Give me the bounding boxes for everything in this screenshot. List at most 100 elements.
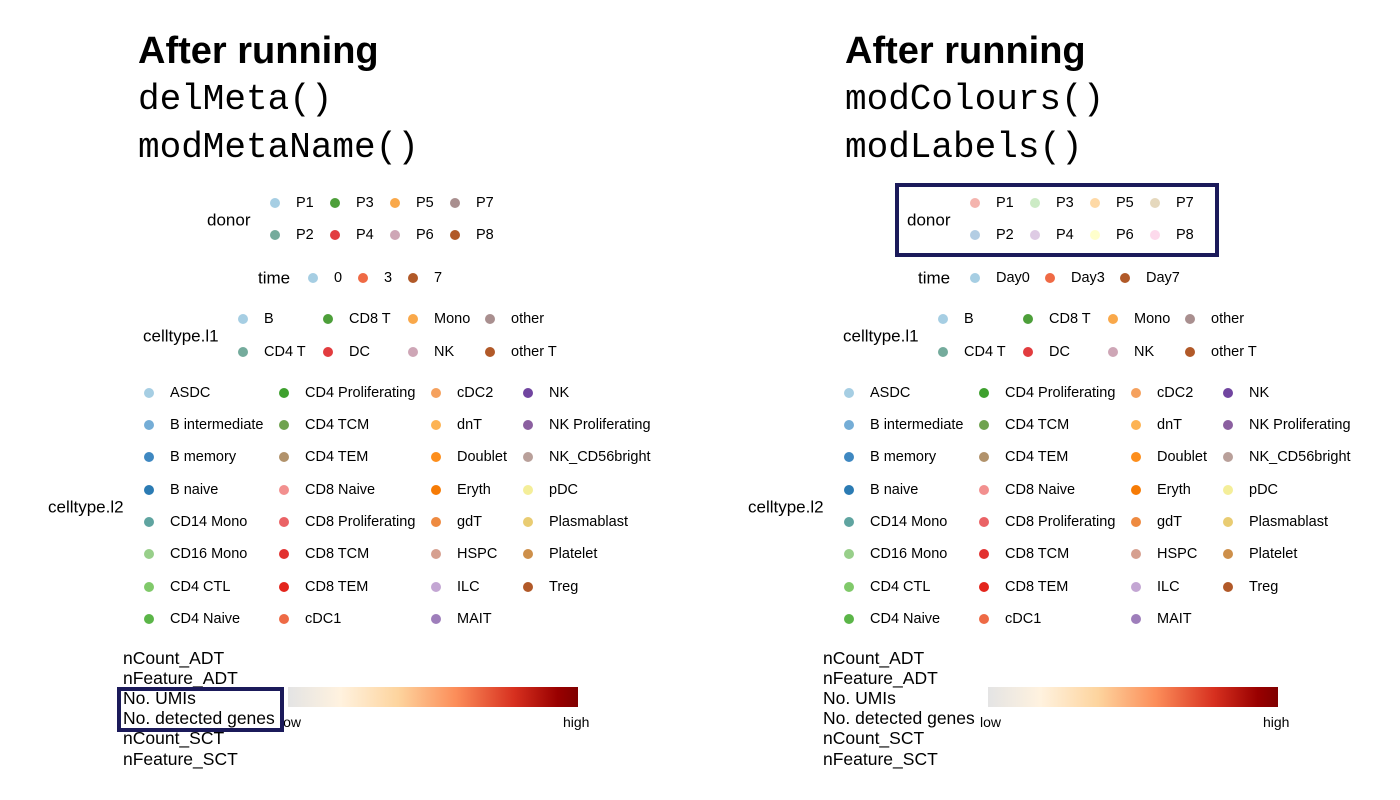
legend-dot-icon xyxy=(270,198,280,208)
legend-dot-icon xyxy=(1131,582,1141,592)
code-line-2: modMetaName() xyxy=(138,127,419,168)
legend-dot-icon xyxy=(408,273,418,283)
legend-item-label: Doublet xyxy=(1157,449,1207,465)
legend-item-label: pDC xyxy=(549,482,579,498)
legend-item-label: CD4 Proliferating xyxy=(1005,385,1116,401)
code-line-2: modLabels() xyxy=(845,127,1083,168)
donor-legend-title: donor xyxy=(907,210,951,230)
legend-item-label: P6 xyxy=(416,227,434,243)
legend-dot-icon xyxy=(144,517,154,527)
legend-dot-icon xyxy=(279,614,289,624)
legend-item-label: NK_CD56bright xyxy=(1249,449,1351,465)
continuous-label: nCount_SCT xyxy=(823,728,925,748)
legend-dot-icon xyxy=(431,452,441,462)
legend-dot-icon xyxy=(431,388,441,398)
legend-item-label: HSPC xyxy=(457,546,498,562)
legend-dot-icon xyxy=(523,485,533,495)
legend-item-label: P2 xyxy=(996,227,1014,243)
legend-dot-icon xyxy=(450,230,460,240)
legend-dot-icon xyxy=(1131,485,1141,495)
legend-item-label: Day0 xyxy=(996,270,1030,286)
legend-dot-icon xyxy=(1223,388,1233,398)
legend-item-label: ASDC xyxy=(870,385,911,401)
panel-right: After running modColours() modLabels() d… xyxy=(700,0,1400,800)
legend-dot-icon xyxy=(1023,347,1033,357)
legend-dot-icon xyxy=(1131,549,1141,559)
legend-item-label: B xyxy=(264,311,274,327)
legend-dot-icon xyxy=(431,420,441,430)
legend-dot-icon xyxy=(1030,198,1040,208)
legend-item-label: ASDC xyxy=(170,385,211,401)
continuous-label: nCount_SCT xyxy=(123,728,225,748)
legend-dot-icon xyxy=(1090,198,1100,208)
gradient-high-label: high xyxy=(1263,714,1290,730)
legend-item-label: other xyxy=(511,311,545,327)
time-legend-title: time xyxy=(258,268,291,288)
legend-dot-icon xyxy=(979,388,989,398)
legend-dot-icon xyxy=(485,314,495,324)
legend-item-label: P5 xyxy=(1116,195,1134,211)
legend-dot-icon xyxy=(358,273,368,283)
legend-dot-icon xyxy=(238,314,248,324)
legend-item-label: 0 xyxy=(334,270,343,286)
legend-dot-icon xyxy=(844,485,854,495)
legend-item-label: P4 xyxy=(1056,227,1074,243)
legend-dot-icon xyxy=(979,517,989,527)
legend-item-label: DC xyxy=(1049,344,1070,360)
legend-dot-icon xyxy=(1023,314,1033,324)
legend-item-label: CD4 Naive xyxy=(170,611,241,627)
legend-dot-icon xyxy=(1131,452,1141,462)
legend-dot-icon xyxy=(979,452,989,462)
legend-dot-icon xyxy=(844,452,854,462)
legend-item-label: CD8 Proliferating xyxy=(1005,514,1116,530)
legend-dot-icon xyxy=(270,230,280,240)
legend-dot-icon xyxy=(1131,388,1141,398)
code-line-1: modColours() xyxy=(845,79,1105,120)
legend-item-label: B naive xyxy=(870,482,919,498)
legend-dot-icon xyxy=(970,230,980,240)
legend-item-label: Eryth xyxy=(457,482,491,498)
legend-dot-icon xyxy=(970,198,980,208)
legend-dot-icon xyxy=(844,582,854,592)
legend-dot-icon xyxy=(408,314,418,324)
legend-item-label: 3 xyxy=(384,270,393,286)
legend-item-label: CD4 TEM xyxy=(1005,449,1069,465)
legend-dot-icon xyxy=(1030,230,1040,240)
continuous-label: nFeature_ADT xyxy=(123,668,238,688)
legend-item-label: CD4 TCM xyxy=(1005,417,1070,433)
legend-dot-icon xyxy=(144,452,154,462)
legend-item-label: other xyxy=(1211,311,1245,327)
legend-dot-icon xyxy=(144,420,154,430)
legend-item-label: B memory xyxy=(870,449,937,465)
legend-dot-icon xyxy=(1120,273,1130,283)
legend-item-label: CD8 Naive xyxy=(305,482,376,498)
continuous-label: nFeature_SCT xyxy=(123,749,238,769)
legend-item-label: Platelet xyxy=(1249,546,1298,562)
legend-item-label: cDC2 xyxy=(1157,385,1194,401)
continuous-label: No. UMIs xyxy=(123,688,196,708)
gradient-low-label: low xyxy=(280,714,302,730)
legend-item-label: ILC xyxy=(1157,579,1180,595)
legend-item-label: NK xyxy=(1249,385,1270,401)
legend-item-label: NK xyxy=(434,344,455,360)
legend-dot-icon xyxy=(1150,230,1160,240)
legend-item-label: B naive xyxy=(170,482,219,498)
legend-item-label: B xyxy=(964,311,974,327)
legend-dot-icon xyxy=(1223,517,1233,527)
legend-dot-icon xyxy=(144,614,154,624)
legend-dot-icon xyxy=(523,582,533,592)
legend-item-label: B intermediate xyxy=(870,417,964,433)
legend-dot-icon xyxy=(279,388,289,398)
legend-item-label: P2 xyxy=(296,227,314,243)
highlight-box-renamed-labels xyxy=(117,687,284,732)
legend-item-label: CD8 TEM xyxy=(305,579,369,595)
legend-item-label: CD8 T xyxy=(349,311,391,327)
legend-dot-icon xyxy=(238,347,248,357)
gradient-low-label: low xyxy=(980,714,1002,730)
legend-item-label: HSPC xyxy=(1157,546,1198,562)
legend-item-label: P7 xyxy=(476,195,494,211)
legend-dot-icon xyxy=(979,614,989,624)
legend-item-label: NK Proliferating xyxy=(549,417,651,433)
legend-dot-icon xyxy=(450,198,460,208)
legend-item-label: Mono xyxy=(434,311,471,327)
